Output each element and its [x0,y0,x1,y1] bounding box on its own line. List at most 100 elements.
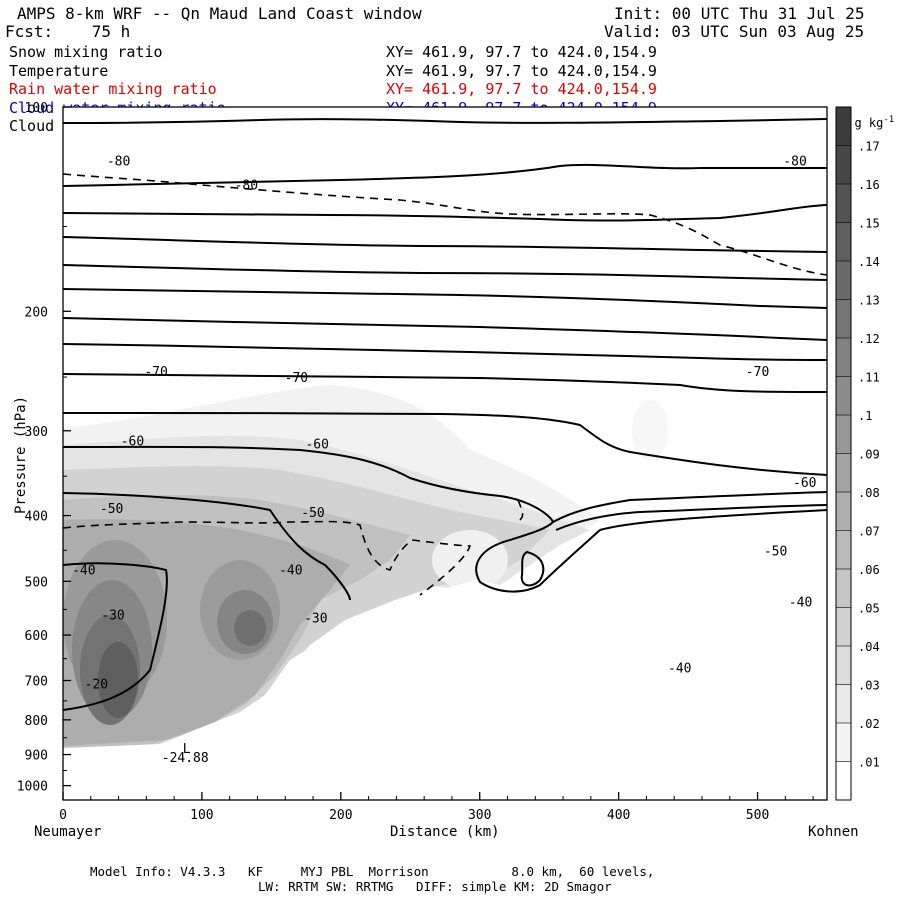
colorbar-swatch [836,376,851,415]
colorbar-tick-label: .09 [858,448,880,462]
colorbar-tick-label: .1 [858,409,872,423]
colorbar-swatch [836,723,851,762]
dashed-contours [63,173,827,596]
colorbar-tick-label: .06 [858,563,880,577]
y-axis: 100 200 300 400 500 600 700 800 900 1000 [17,101,71,801]
plot-frame [62,106,828,801]
x-tick-label: 500 [746,808,769,823]
colorbar-swatch [836,453,851,492]
contour-label: -20 [85,677,108,692]
colorbar-tick-label: .01 [858,756,880,770]
contour-label: -50 [301,506,324,521]
y-tick-label: 300 [25,425,48,440]
colorbar-tick-label: .14 [858,255,880,269]
x-axis: 0 100 200 300 400 500 [59,792,814,823]
snow-mixing-ratio-shading [63,385,668,748]
y-tick-label: 800 [25,714,48,729]
contour-label: -80 [107,155,130,170]
y-tick-label: 400 [25,510,48,525]
colorbar-swatch [836,761,851,800]
contour-label: -60 [305,437,328,452]
colorbar-tick-label: .16 [858,178,880,192]
x-right-station: Kohnen [808,824,859,840]
temperature-contours [63,118,827,711]
min-annotation: L-24.88 [162,742,209,766]
contour-label: -60 [793,476,816,491]
colorbar-swatch [836,184,851,223]
colorbar-swatch [836,530,851,569]
terrain-mask [63,512,827,800]
valid-time: Valid: 03 UTC Sun 03 Aug 25 [604,22,865,41]
plot-title: AMPS 8-km WRF -- Qn Maud Land Coast wind… [17,4,422,23]
colorbar-swatch [836,607,851,646]
contour-label: -70 [285,371,308,386]
contour-label: -40 [789,595,812,610]
x-tick-label: 0 [59,808,67,823]
contour-label: -40 [279,563,302,578]
x-tick-label: 400 [607,808,630,823]
y-tick-label: 500 [25,575,48,590]
contour-label: -30 [304,611,327,626]
contour-label: -70 [746,365,769,380]
y-tick-label: 600 [25,629,48,644]
contour-label: -40 [668,662,691,677]
y-tick-label: 100 [25,101,48,116]
contour-label: -80 [783,155,806,170]
colorbar-tick-label: .15 [858,217,880,231]
colorbar-tick-label: .05 [858,602,880,616]
x-left-station: Neumayer [34,824,102,840]
colorbar-swatch [836,145,851,184]
colorbar-tick-label: .03 [858,679,880,693]
contour-label: -40 [72,563,95,578]
contour-label: -50 [764,544,787,559]
colorbar-swatch [836,338,851,377]
colorbar-swatch [836,415,851,454]
min-annotation-text: L [183,742,191,757]
field-xy-range: XY= 461.9, 97.7 to 424.0,154.9 [386,43,657,61]
colorbar-tick-label: .04 [858,640,880,654]
colorbar-swatch [836,569,851,608]
field-label: Rain water mixing ratio [9,80,217,98]
forecast-hour: Fcst: 75 h [5,22,131,41]
colorbar-tick-label: .02 [858,717,880,731]
colorbar-swatch [836,492,851,531]
colorbar-swatch [836,646,851,685]
footer-physics-info: LW: RRTM SW: RRTMG DIFF: simple KM: 2D S… [258,879,612,894]
colorbar-unit: g kg-1 [854,115,895,130]
footer-model-info: Model Info: V4.3.3 KF MYJ PBL Morrison 8… [90,864,655,879]
colorbar-swatch [836,684,851,723]
colorbar-swatch [836,222,851,261]
x-tick-label: 200 [329,808,352,823]
contour-label: -70 [144,365,167,380]
colorbar-tick-label: .12 [858,332,880,346]
colorbar-swatch [836,107,851,146]
contour-label: -60 [121,434,144,449]
field-label: Snow mixing ratio [9,43,163,61]
field-xy-range: XY= 461.9, 97.7 to 424.0,154.9 [386,61,657,80]
colorbar: .01 .02 .03 .04 .05 .06 .07 .08 .09 .1 .11 .12 .13 .1… [835,106,880,801]
y-tick-label: 200 [25,305,48,320]
y-tick-label: 700 [25,675,48,690]
field-label: Temperature [9,61,109,80]
colorbar-tick-label: .17 [858,140,880,154]
init-time: Init: 00 UTC Thu 31 Jul 25 [614,4,865,23]
colorbar-swatch [836,299,851,338]
colorbar-tick-label: .07 [858,525,880,539]
contour-label: -30 [101,609,124,624]
x-tick-label: 100 [190,808,213,823]
min-annotation-text: -24.88 [162,751,209,766]
colorbar-tick-label: .13 [858,294,880,308]
colorbar-tick-label: .11 [858,371,880,385]
contour-labels: -80 -80 -80 -70 -70 -70 -60 -60 -60 -50 -50 -50 -40 -… [72,155,816,693]
colorbar-tick-label: .08 [858,486,880,500]
contour-label: -80 [235,178,258,193]
y-axis-label: Pressure (hPa) [13,395,30,515]
colorbar-swatch [836,261,851,300]
y-tick-label: 1000 [17,780,48,795]
y-tick-label: 900 [25,749,48,764]
x-tick-label: 300 [468,808,491,823]
contour-label: -50 [100,502,123,517]
field-xy-range: XY= 461.9, 97.7 to 424.0,154.9 [386,80,657,98]
x-axis-label: Distance (km) [390,824,500,840]
